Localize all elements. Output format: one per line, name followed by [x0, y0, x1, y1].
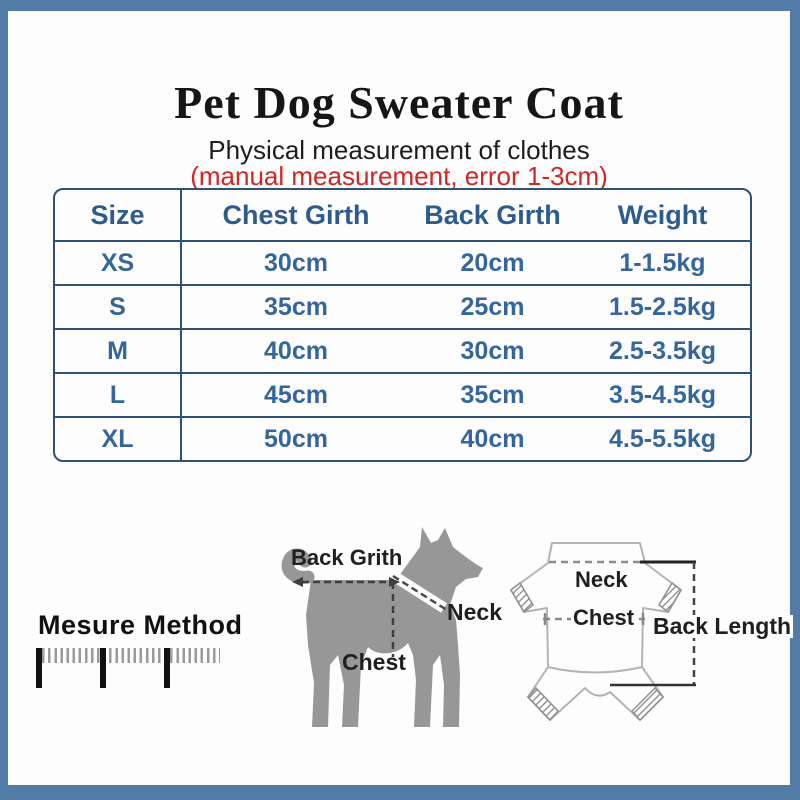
leg-cuff — [630, 686, 665, 722]
sleeve-cuff — [658, 581, 682, 614]
table-cell: 40cm — [410, 416, 575, 460]
ruler-tick — [36, 648, 42, 688]
table-cell: 45cm — [182, 372, 410, 416]
table-cell: 3.5-4.5kg — [575, 372, 750, 416]
garment-chest-label: Chest — [571, 605, 637, 630]
table-cell: 1-1.5kg — [575, 240, 750, 284]
table-cell: 35cm — [182, 284, 410, 328]
measurement-error-note: (manual measurement, error 1-3cm) — [190, 161, 608, 191]
table-cell: 50cm — [182, 416, 410, 460]
col-header-size: Size — [55, 190, 182, 240]
neck-dashed-line — [392, 574, 451, 614]
sleeve-cuff — [510, 581, 534, 614]
table-cell: M — [55, 328, 182, 372]
arrow-left-icon — [292, 577, 303, 587]
table-cell: 1.5-2.5kg — [575, 284, 750, 328]
dog-chest-label: Chest — [342, 649, 406, 675]
table-cell: 2.5-3.5kg — [575, 328, 750, 372]
ruler-tick — [164, 648, 170, 688]
measure-method-title: Mesure Method — [38, 610, 243, 640]
table-cell: 40cm — [182, 328, 410, 372]
col-header-back: Back Girth — [424, 199, 561, 230]
table-cell: 30cm — [182, 240, 410, 284]
garment-measurement-diagram — [510, 542, 696, 722]
table-cell: 30cm — [410, 328, 575, 372]
ruler-tick — [100, 648, 106, 688]
table-cell: 25cm — [410, 284, 575, 328]
garment-hem-line — [547, 666, 643, 674]
dog-tail — [281, 548, 315, 584]
table-cell: 35cm — [410, 372, 575, 416]
page-subtitle: Physical measurement of clothes — [208, 135, 590, 165]
dog-neck-label: Neck — [447, 599, 502, 625]
col-header-weight: Weight — [617, 199, 708, 230]
table-cell: S — [55, 284, 182, 328]
dog-silhouette — [306, 527, 483, 727]
leg-cuff — [526, 686, 560, 722]
ruler-icon — [36, 648, 220, 688]
table-cell: 20cm — [410, 240, 575, 284]
dog-back-girth-label: Back Grith — [291, 545, 403, 570]
col-header-chest: Chest Girth — [222, 199, 370, 230]
garment-back-length-label: Back Length — [651, 613, 794, 639]
table-cell: 4.5-5.5kg — [575, 416, 750, 460]
garment-neck-label: Neck — [575, 567, 628, 592]
size-table: Size Chest Girth Back Girth Weight XS 30… — [53, 188, 752, 462]
table-cell: XL — [55, 416, 182, 460]
dog-measurement-diagram — [281, 527, 483, 727]
table-cell: XS — [55, 240, 182, 284]
table-cell: L — [55, 372, 182, 416]
page-title: Pet Dog Sweater Coat — [174, 77, 624, 128]
garment-outline — [510, 542, 682, 721]
